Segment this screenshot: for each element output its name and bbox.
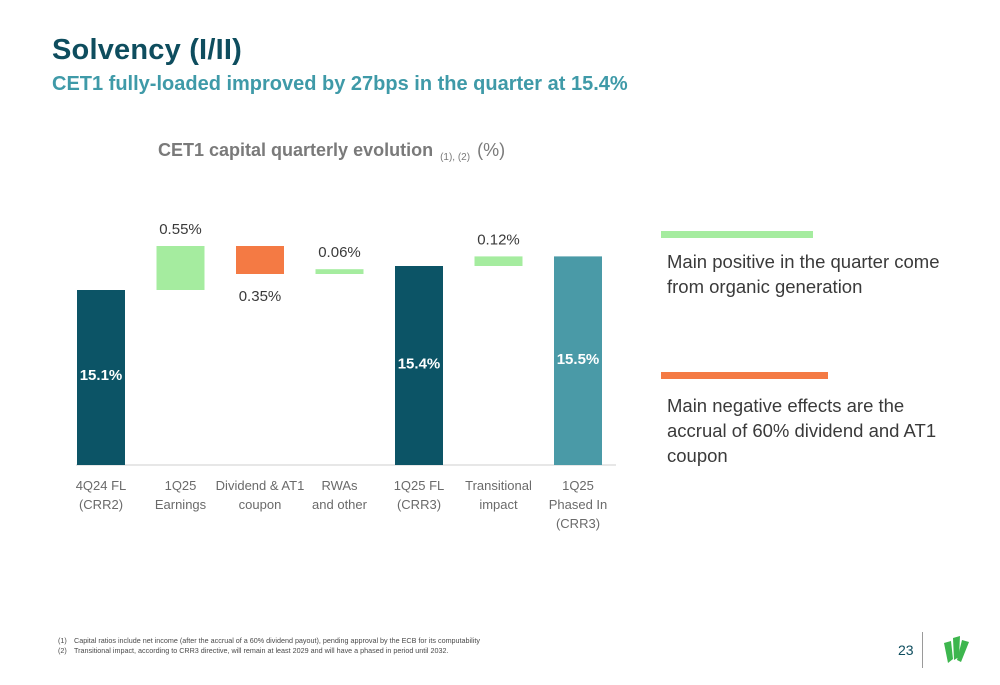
- x-tick-label: 1Q25: [165, 478, 197, 493]
- x-tick-label: 1Q25: [562, 478, 594, 493]
- x-tick-label: Dividend & AT1: [216, 478, 305, 493]
- chart-title-block: CET1 capital quarterly evolution (1), (2…: [158, 140, 505, 163]
- bar: [77, 290, 125, 465]
- bar-value-label: 0.35%: [239, 288, 282, 305]
- bar-value-label: 0.55%: [159, 221, 202, 238]
- page-title: Solvency (I/II): [52, 34, 242, 66]
- bar-value-label: 15.1%: [80, 367, 123, 384]
- footnote-number: (2): [58, 646, 67, 655]
- bar-value-label: 15.4%: [398, 355, 441, 372]
- x-tick-label: 4Q24 FL: [76, 478, 127, 493]
- page-subtitle: CET1 fully-loaded improved by 27bps in t…: [52, 73, 628, 95]
- x-tick-label: impact: [479, 497, 518, 512]
- footnotes: (1) Capital ratios include net income (af…: [58, 636, 480, 656]
- footnote-1: (1) Capital ratios include net income (af…: [58, 636, 480, 646]
- bar: [554, 256, 602, 465]
- sabadell-logo-icon: [944, 636, 969, 663]
- footnote-text: Capital ratios include net income (after…: [74, 636, 480, 645]
- x-tick-label: (CRR3): [397, 497, 441, 512]
- x-tick-label: 1Q25 FL: [394, 478, 445, 493]
- x-tick-label: Earnings: [155, 497, 207, 512]
- bar-value-label: 15.5%: [557, 351, 600, 368]
- x-tick-label: and other: [312, 497, 368, 512]
- chart-title-footnote-refs: (1), (2): [440, 152, 471, 163]
- bar: [395, 266, 443, 465]
- x-tick-label: RWAs: [321, 478, 358, 493]
- bar: [236, 246, 284, 274]
- x-tick-label: (CRR3): [556, 516, 600, 531]
- bar-value-label: 0.12%: [477, 231, 520, 248]
- x-tick-label: coupon: [239, 497, 282, 512]
- bar: [315, 269, 364, 274]
- bar: [474, 256, 523, 266]
- footnote-number: (1): [58, 636, 67, 645]
- positive-callout-bar: [661, 231, 813, 238]
- x-tick-label: Transitional: [465, 478, 532, 493]
- bar-value-label: 0.06%: [318, 244, 361, 261]
- waterfall-chart: 15.1% 4Q24 FL (CRR2) 0.55% 1Q25 Earnings 0.35%…: [76, 221, 616, 531]
- footer-divider: [922, 632, 923, 668]
- x-tick-label: Phased In: [549, 497, 608, 512]
- footnote-text: Transitional impact, according to CRR3 d…: [74, 646, 449, 655]
- positive-callout-text: Main positive in the quarter come from o…: [667, 251, 940, 297]
- chart-title: CET1 capital quarterly evolution: [158, 140, 434, 160]
- bar: [156, 246, 205, 290]
- chart-unit: (%): [477, 140, 506, 160]
- negative-callout-text: Main negative effects are the accrual of…: [667, 395, 937, 466]
- page-number: 23: [898, 642, 914, 658]
- footnote-2: (2) Transitional impact, according to CRR…: [58, 646, 480, 656]
- negative-callout-bar: [661, 372, 828, 379]
- x-tick-label: (CRR2): [79, 497, 123, 512]
